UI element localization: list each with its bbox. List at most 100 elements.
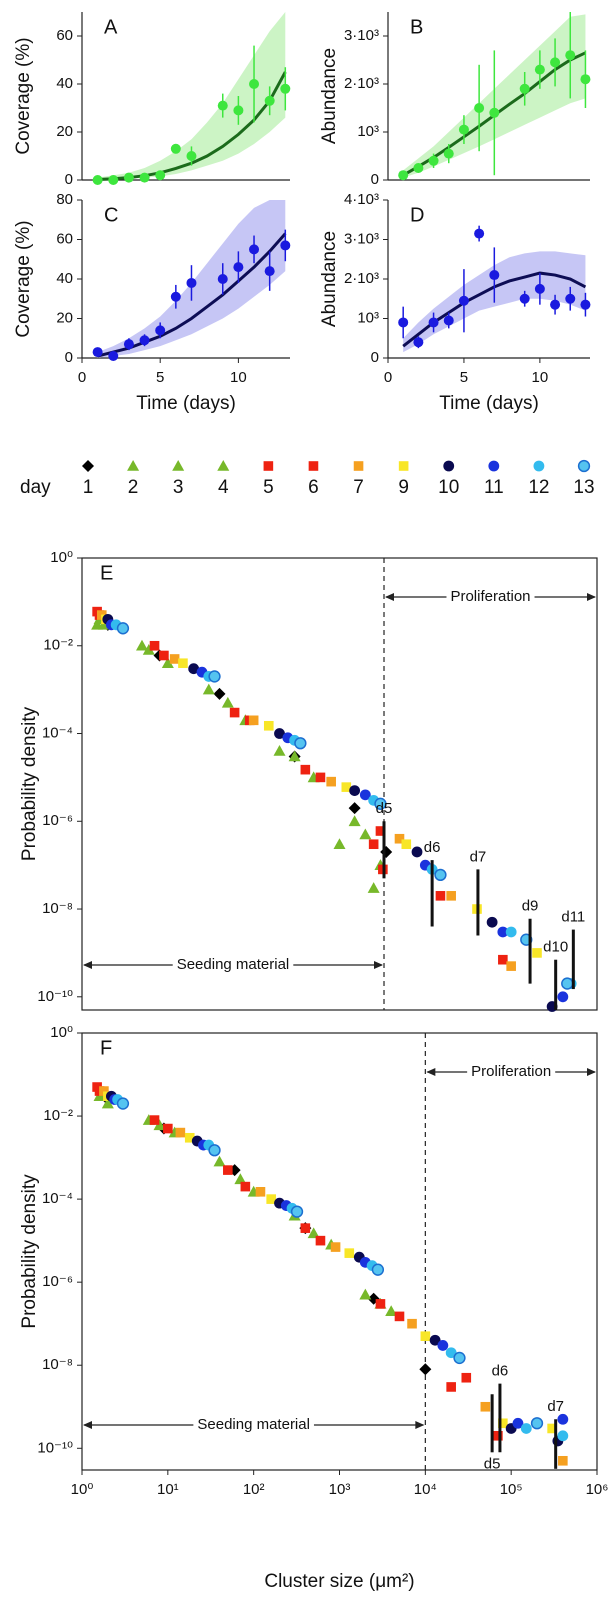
point [375, 1299, 386, 1309]
y-tick-label: 0 [371, 349, 379, 366]
point [170, 291, 181, 302]
label-background [172, 955, 294, 973]
cutoff-label: d10 [543, 939, 568, 956]
point [534, 283, 545, 294]
point [99, 1086, 109, 1096]
point [264, 266, 275, 277]
y-tick-label: 40 [56, 75, 73, 92]
point [139, 172, 150, 183]
point [213, 1155, 226, 1167]
point [184, 1132, 195, 1143]
y-tick-label: 10⁻² [43, 1107, 73, 1124]
y-tick-label: 10⁻⁶ [42, 1273, 73, 1290]
point [411, 846, 423, 858]
point [349, 785, 361, 797]
legend-label: 9 [398, 477, 409, 498]
confidence-band [97, 200, 286, 358]
point [359, 828, 372, 840]
y-tick-label: 20 [56, 123, 73, 140]
point [170, 143, 181, 154]
y-tick-label: 10⁻¹⁰ [37, 988, 73, 1005]
legend-label: 2 [128, 477, 139, 498]
point [446, 891, 456, 901]
cutoff-label: d11 [561, 909, 585, 926]
cutoff-label: d9 [522, 898, 539, 915]
point [240, 1181, 251, 1192]
point [512, 1417, 524, 1429]
point [561, 977, 574, 990]
point [407, 1318, 417, 1329]
point [359, 1288, 372, 1300]
point [519, 293, 530, 304]
x-tick-label: 10² [243, 1481, 265, 1498]
point [186, 151, 197, 161]
point [558, 1455, 568, 1466]
point [498, 954, 508, 965]
point [557, 991, 569, 1003]
proliferation-label: Proliferation [471, 1063, 551, 1080]
point [565, 50, 576, 61]
y-tick-label: 10⁰ [50, 1024, 73, 1041]
legend-label: 7 [353, 477, 364, 498]
point [565, 293, 576, 304]
x-tick-label: 10⁴ [414, 1481, 437, 1498]
point [161, 657, 174, 669]
cutoff-label: d6 [424, 839, 441, 856]
point [398, 170, 409, 181]
y-tick-label: 0 [65, 171, 73, 188]
point [435, 891, 446, 901]
point [149, 640, 160, 651]
point [101, 1097, 114, 1109]
point [506, 961, 516, 971]
point [255, 1187, 266, 1197]
point [108, 351, 119, 362]
point [367, 882, 380, 893]
legend-label: 3 [173, 477, 184, 498]
legend-marker [308, 461, 319, 471]
point [273, 744, 286, 756]
point [486, 916, 498, 928]
x-tick-label: 10 [230, 369, 247, 386]
arrowhead [587, 1068, 596, 1076]
y-tick-label: 60 [56, 27, 73, 44]
point [344, 1248, 355, 1258]
point [280, 83, 291, 94]
label-background [467, 1062, 556, 1080]
point [229, 707, 240, 718]
x-tick-label: 10⁰ [71, 1481, 94, 1498]
seeding-label: Seeding material [197, 1416, 310, 1433]
arrowhead [374, 961, 384, 969]
point [153, 1119, 166, 1131]
point [116, 622, 130, 635]
point [519, 83, 530, 94]
point [550, 299, 561, 310]
legend-marker [533, 460, 545, 472]
point [428, 155, 439, 166]
x-axis-label: Time (days) [439, 393, 539, 414]
point [135, 639, 148, 651]
point [458, 124, 469, 135]
point [92, 347, 103, 358]
x-tick-label: 5 [156, 369, 164, 386]
point [368, 839, 379, 850]
y-tick-label: 60 [56, 230, 73, 247]
y-tick-label: 10⁻⁴ [42, 724, 73, 741]
point [248, 715, 259, 726]
point [307, 1227, 320, 1239]
legend-label: 13 [573, 477, 594, 498]
point [264, 95, 275, 106]
y-tick-label: 0 [65, 349, 73, 366]
panel-label: E [100, 562, 113, 584]
point [142, 644, 155, 655]
legend-marker [577, 459, 591, 473]
proliferation-label: Proliferation [450, 588, 530, 605]
point [557, 1430, 569, 1442]
point [446, 1382, 456, 1392]
y-axis-label: Coverage (%) [13, 220, 34, 337]
legend-marker [398, 461, 409, 471]
legend-label: 5 [263, 477, 274, 498]
y-tick-label: 10⁻⁸ [42, 1356, 73, 1373]
point [505, 926, 517, 938]
point [274, 728, 285, 739]
legend-label: 1 [83, 477, 94, 498]
